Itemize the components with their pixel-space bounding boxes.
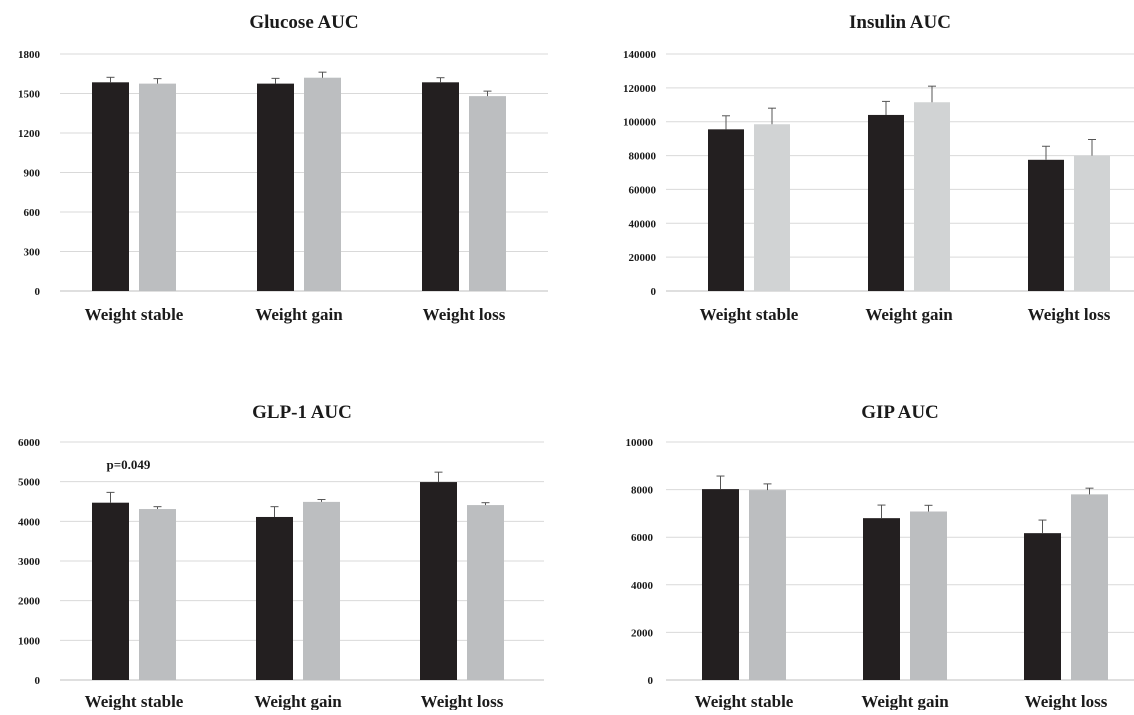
x-tick-label: Weight gain — [865, 305, 953, 324]
y-tick-label: 900 — [24, 168, 41, 180]
bar — [868, 114, 904, 291]
bar — [257, 83, 294, 291]
bar — [92, 82, 129, 291]
y-tick-label: 8000 — [631, 485, 654, 497]
bar — [754, 124, 790, 291]
y-tick-label: 0 — [35, 286, 41, 298]
bar — [304, 77, 341, 291]
bar — [1071, 494, 1108, 680]
y-tick-label: 60000 — [629, 184, 657, 196]
bar — [1074, 155, 1110, 291]
bar — [139, 509, 176, 680]
bar — [702, 489, 739, 680]
y-tick-label: 4000 — [631, 580, 654, 592]
y-tick-label: 0 — [35, 675, 41, 687]
x-tick-label: Weight loss — [423, 305, 506, 324]
y-tick-label: 1500 — [18, 89, 41, 101]
y-tick-label: 6000 — [631, 532, 654, 544]
y-tick-label: 1200 — [18, 128, 41, 140]
y-tick-label: 20000 — [629, 252, 657, 264]
bar — [139, 83, 176, 291]
x-tick-label: Weight stable — [85, 305, 184, 324]
y-tick-label: 120000 — [623, 83, 657, 95]
bar — [469, 96, 506, 291]
x-tick-label: Weight stable — [85, 692, 184, 710]
chart-title: Glucose AUC — [249, 12, 358, 33]
y-tick-label: 10000 — [626, 437, 654, 449]
chart-title: GLP-1 AUC — [252, 402, 352, 423]
y-tick-label: 5000 — [18, 477, 41, 489]
bar — [303, 501, 340, 680]
x-tick-label: Weight gain — [255, 305, 343, 324]
bar — [422, 82, 459, 291]
bar — [749, 490, 786, 680]
y-tick-label: 0 — [651, 286, 657, 298]
y-tick-label: 300 — [24, 247, 41, 259]
y-tick-label: 140000 — [623, 49, 657, 61]
y-tick-label: 100000 — [623, 117, 657, 129]
y-tick-label: 1000 — [18, 635, 41, 647]
bar — [910, 511, 947, 680]
bar — [467, 505, 504, 680]
x-tick-label: Weight loss — [1025, 692, 1108, 710]
y-tick-label: 0 — [648, 675, 654, 687]
x-tick-label: Weight stable — [695, 692, 794, 710]
x-tick-label: Weight gain — [861, 692, 949, 710]
y-tick-label: 2000 — [631, 627, 654, 639]
bar — [708, 129, 744, 291]
x-tick-label: Weight gain — [254, 692, 342, 710]
bar — [420, 482, 457, 680]
y-tick-label: 80000 — [629, 151, 657, 163]
bar — [1024, 533, 1061, 680]
chart-title: Insulin AUC — [849, 12, 951, 33]
bar — [863, 518, 900, 680]
x-tick-label: Weight stable — [700, 305, 799, 324]
bar — [914, 102, 950, 291]
chart-title: GIP AUC — [861, 402, 939, 423]
y-tick-label: 3000 — [18, 556, 41, 568]
annotation-label: p=0.049 — [107, 457, 151, 472]
bar — [92, 502, 129, 680]
bar — [256, 516, 293, 680]
x-tick-label: Weight loss — [421, 692, 504, 710]
y-tick-label: 2000 — [18, 596, 41, 608]
y-tick-label: 40000 — [629, 218, 657, 230]
y-tick-label: 600 — [24, 207, 41, 219]
y-tick-label: 4000 — [18, 516, 41, 528]
x-tick-label: Weight loss — [1028, 305, 1111, 324]
bar — [1028, 159, 1064, 291]
y-tick-label: 6000 — [18, 437, 41, 449]
y-tick-label: 1800 — [18, 49, 41, 61]
